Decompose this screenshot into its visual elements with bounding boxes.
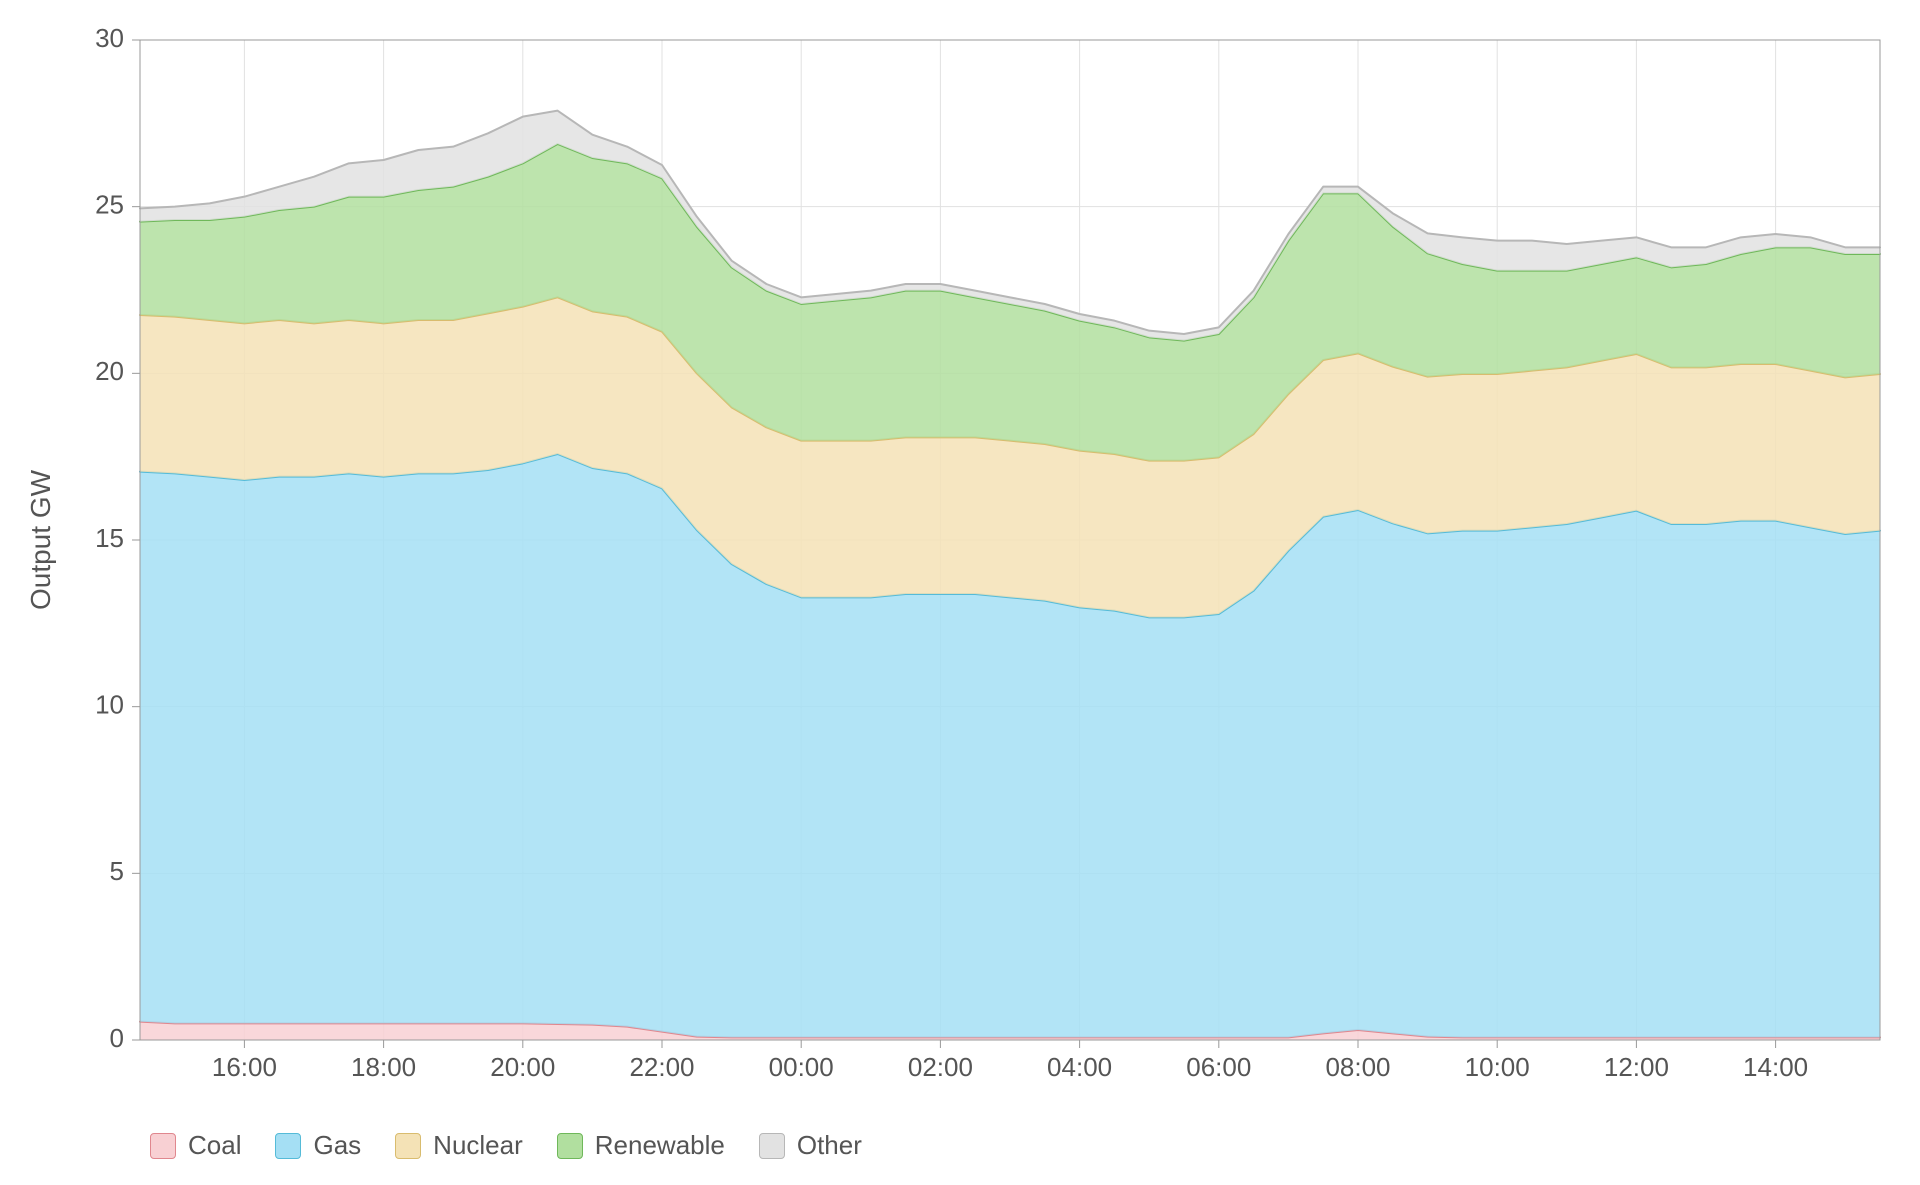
legend-label-gas: Gas — [313, 1130, 361, 1161]
x-tick-label: 22:00 — [629, 1052, 694, 1082]
x-tick-label: 02:00 — [908, 1052, 973, 1082]
legend-item-nuclear[interactable]: Nuclear — [395, 1130, 523, 1161]
y-tick-label: 20 — [95, 356, 124, 386]
x-tick-label: 04:00 — [1047, 1052, 1112, 1082]
chart-svg: 0 5 10 15 20 25 30 16:00 18:00 20:00 22:00 00:00 02:… — [0, 0, 1920, 1185]
chart-legend: Coal Gas Nuclear Renewable Other — [150, 1130, 862, 1161]
legend-swatch-other — [759, 1133, 785, 1159]
legend-swatch-gas — [275, 1133, 301, 1159]
y-tick-label: 5 — [110, 856, 124, 886]
x-tick-label: 18:00 — [351, 1052, 416, 1082]
legend-swatch-coal — [150, 1133, 176, 1159]
x-tick-label: 20:00 — [490, 1052, 555, 1082]
legend-item-coal[interactable]: Coal — [150, 1130, 241, 1161]
x-tick-label: 08:00 — [1325, 1052, 1390, 1082]
legend-item-gas[interactable]: Gas — [275, 1130, 361, 1161]
y-tick-label: 0 — [110, 1023, 124, 1053]
y-axis-label: Output GW — [25, 469, 56, 610]
x-tick-label: 06:00 — [1186, 1052, 1251, 1082]
x-tick-label: 10:00 — [1465, 1052, 1530, 1082]
y-tick-label: 30 — [95, 23, 124, 53]
legend-label-other: Other — [797, 1130, 862, 1161]
y-tick-label: 15 — [95, 523, 124, 553]
legend-label-nuclear: Nuclear — [433, 1130, 523, 1161]
y-tick-label: 10 — [95, 690, 124, 720]
legend-label-coal: Coal — [188, 1130, 241, 1161]
y-tick-label: 25 — [95, 190, 124, 220]
legend-swatch-renewable — [557, 1133, 583, 1159]
legend-item-other[interactable]: Other — [759, 1130, 862, 1161]
energy-output-chart: 0 5 10 15 20 25 30 16:00 18:00 20:00 22:00 00:00 02:… — [0, 0, 1920, 1185]
x-tick-label: 16:00 — [212, 1052, 277, 1082]
legend-swatch-nuclear — [395, 1133, 421, 1159]
legend-label-renewable: Renewable — [595, 1130, 725, 1161]
legend-item-renewable[interactable]: Renewable — [557, 1130, 725, 1161]
x-tick-label: 12:00 — [1604, 1052, 1669, 1082]
x-tick-label: 00:00 — [769, 1052, 834, 1082]
x-tick-label: 14:00 — [1743, 1052, 1808, 1082]
